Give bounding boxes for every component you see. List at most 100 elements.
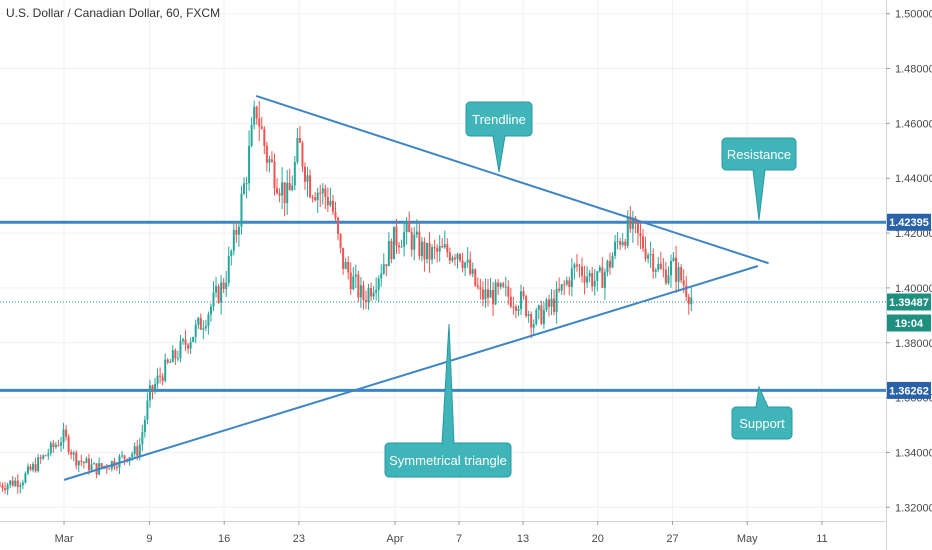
candle-body (367, 288, 370, 303)
candle-body (453, 257, 456, 260)
resistance-callout[interactable]: Resistance (721, 137, 797, 221)
candle-body (385, 264, 388, 267)
candle-body (657, 263, 660, 270)
candle-body (6, 484, 9, 490)
x-tick-label: May (737, 533, 758, 545)
candle-body (197, 317, 200, 325)
candle-body (72, 452, 75, 455)
candle-body (418, 231, 421, 257)
candle-body (47, 453, 50, 456)
candle-body (62, 429, 65, 443)
candle-body (240, 193, 243, 227)
candle-body (362, 285, 365, 301)
candle-body (621, 241, 624, 245)
support-price-tag: 1.36262 (887, 381, 931, 399)
support-callout-joint (757, 406, 767, 410)
trendline-callout[interactable]: Trendline (465, 101, 533, 173)
trendline-callout-label: Trendline (472, 112, 526, 127)
candle-body (255, 106, 258, 119)
candle-body (337, 217, 340, 235)
candle-body (603, 272, 606, 288)
candle-body (293, 161, 296, 186)
candle-body (459, 254, 462, 261)
candle-body (408, 221, 411, 233)
candle-body (588, 273, 591, 277)
candle-body (265, 145, 268, 163)
triangle-callout-label: Symmetrical triangle (389, 453, 507, 468)
candle-body (59, 442, 62, 446)
candle-body (288, 182, 291, 191)
candle-body (14, 480, 17, 486)
candle-body (364, 300, 367, 303)
candle-body (675, 257, 678, 282)
candle-body (512, 306, 515, 308)
candle-body (436, 248, 439, 252)
candle-body (525, 296, 528, 316)
candle-body (326, 196, 329, 206)
candle-body (181, 339, 184, 342)
candle-body (575, 264, 578, 267)
candle-body (415, 231, 418, 235)
candle-body (179, 341, 182, 359)
candle-body (29, 466, 32, 470)
x-tick-label: 20 (592, 533, 604, 545)
support-callout-label: Support (739, 416, 785, 431)
candle-body (380, 273, 383, 279)
candle-body (291, 185, 294, 191)
candle-body (400, 246, 403, 248)
candle-body (558, 288, 561, 291)
candle-body (431, 247, 434, 260)
candle-body (82, 461, 85, 464)
upper-trendline[interactable] (255, 95, 769, 265)
candle-body (316, 192, 319, 201)
candle-body (331, 200, 334, 212)
candle-body (202, 328, 205, 330)
candle-body (631, 217, 634, 229)
candle-body (303, 166, 306, 182)
x-tick-label: Apr (386, 533, 403, 545)
candle-body (235, 229, 238, 235)
candle-body (309, 175, 312, 198)
x-tick-label: 13 (517, 533, 529, 545)
y-tick-label: 1.40000 (895, 283, 932, 295)
support-price-tag-bg (887, 381, 931, 399)
candle-body (237, 226, 240, 235)
candle-body (329, 200, 332, 206)
candle-body (514, 306, 517, 311)
candle-body (535, 310, 538, 325)
current-price-tag-label: 1.39487 (889, 297, 929, 309)
candle-body (67, 436, 70, 453)
candle-body (372, 292, 375, 297)
candle-body (647, 255, 650, 259)
support-callout[interactable]: Support (731, 385, 793, 440)
candle-body (209, 306, 212, 315)
candle-body (230, 250, 233, 257)
triangle-callout[interactable]: Symmetrical triangle (384, 323, 512, 478)
candle-body (375, 289, 378, 293)
x-tick-label: 16 (218, 533, 230, 545)
candle-body (306, 175, 309, 182)
candle-body (253, 106, 256, 125)
lower-trendline[interactable] (63, 265, 759, 481)
candle-body (93, 463, 96, 465)
candle-body (446, 244, 449, 253)
candle-body (321, 188, 324, 194)
candle-body (537, 305, 540, 311)
candle-body (540, 305, 543, 324)
countdown-price-tag-bg (887, 314, 931, 332)
candle-body (403, 232, 406, 247)
candle-body (75, 452, 78, 466)
candle-body (461, 260, 464, 269)
candle-body (652, 254, 655, 272)
candle-body (667, 275, 670, 284)
candle-body (245, 183, 248, 185)
candle-body (405, 221, 408, 233)
candle-body (296, 138, 299, 162)
candle-body (677, 267, 680, 282)
current-price-tag-bg (887, 293, 931, 311)
candle-body (659, 263, 662, 269)
candle-body (504, 286, 507, 288)
candle-body (339, 234, 342, 248)
